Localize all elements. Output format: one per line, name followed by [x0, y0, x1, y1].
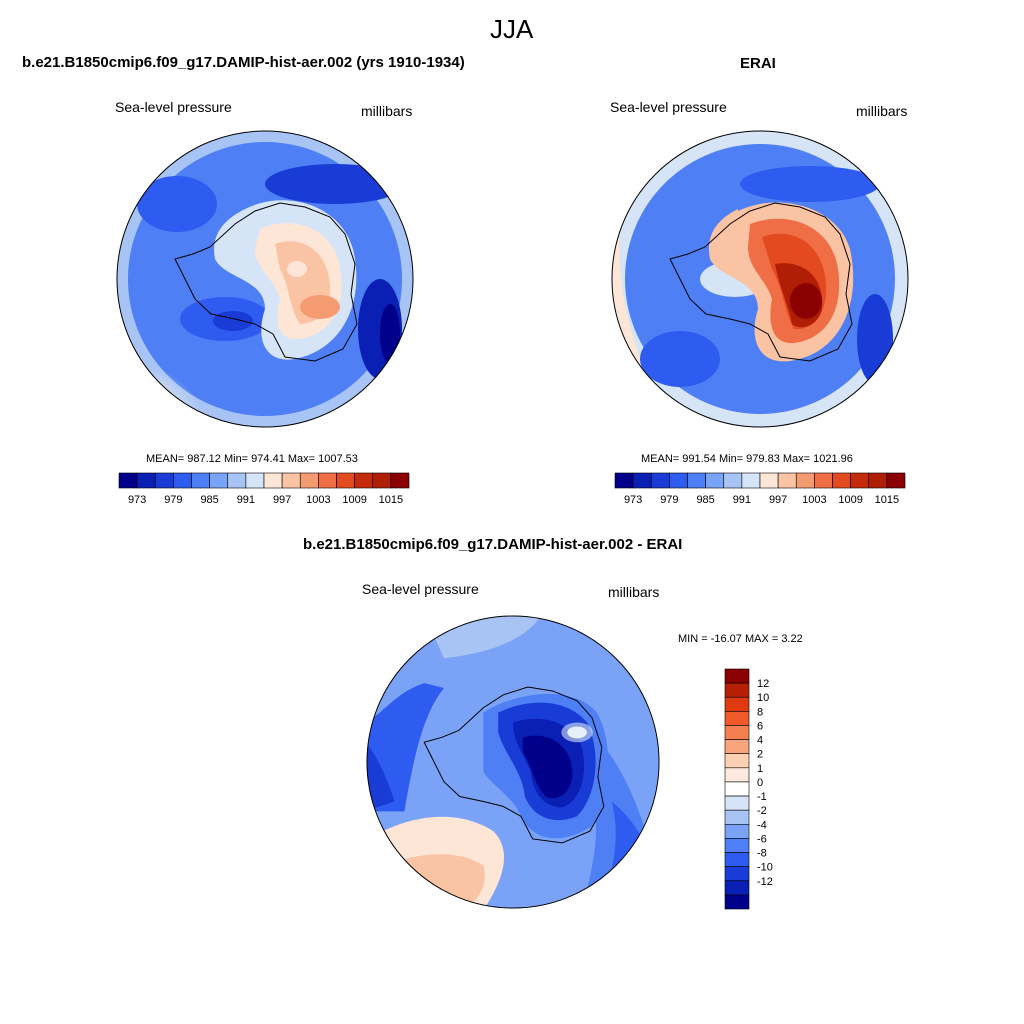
panel-2-colorbar-swatch [850, 472, 870, 489]
panel-3-colorbar-swatch [724, 668, 750, 684]
panel-2-units-label: millibars [856, 103, 908, 119]
panel-2-colorbar-swatch [614, 472, 634, 489]
panel-1-colorbar-swatch [191, 472, 210, 489]
panel-1-colorbar-swatch [354, 472, 374, 489]
panel-3-colorbar-swatch [724, 880, 750, 896]
panel-1-colorbar-tick-label: 985 [200, 494, 218, 506]
panel-2-colorbar-swatch [814, 472, 833, 489]
panel-3-map [366, 615, 660, 909]
panel-1-colorbar-tick-label: 997 [273, 494, 291, 506]
panel-1-colorbar-tick-label: 979 [164, 494, 182, 506]
panel-3-colorbar-swatch [724, 852, 750, 867]
panel-1-stats: MEAN= 987.12 Min= 974.41 Max= 1007.53 [146, 453, 358, 465]
panel-3-colorbar-swatch [724, 711, 750, 726]
panel-2-variable-label: Sea-level pressure [610, 99, 727, 115]
panel-2-colorbar-tick-label: 985 [696, 494, 714, 506]
panel-1-variable-label: Sea-level pressure [115, 99, 232, 115]
panel-1-units-label: millibars [361, 103, 413, 119]
panel-1-colorbar-swatch [154, 472, 174, 489]
panel-2-colorbar-tick-label: 997 [769, 494, 787, 506]
panel-1-colorbar-tick-label: 991 [237, 494, 255, 506]
panel-3-colorbar-tick-label: 0 [757, 777, 763, 789]
panel-1-colorbar-swatch [118, 472, 138, 489]
panel-3-colorbar-swatch [724, 894, 750, 910]
panel-3-colorbar-swatch [724, 838, 750, 853]
panel-3-colorbar-tick-label: -6 [757, 833, 767, 845]
panel-1-colorbar-swatch [136, 472, 156, 489]
panel-1-colorbar-swatch [318, 472, 337, 489]
panel-3-colorbar-tick-label: 4 [757, 735, 763, 747]
panel-1-colorbar-tick-label: 973 [128, 494, 146, 506]
panel-3-colorbar-tick-label: -12 [757, 876, 773, 888]
panel-1-title: b.e21.B1850cmip6.f09_g17.DAMIP-hist-aer.… [22, 54, 465, 71]
panel-3-colorbar-swatch [724, 795, 750, 811]
panel-2-colorbar-swatch [632, 472, 652, 489]
panel-3-colorbar-swatch [724, 781, 750, 797]
panel-3-colorbar-swatch [724, 809, 750, 825]
panel-1-colorbar-swatch [390, 472, 410, 489]
panel-1-colorbar-swatch [299, 472, 319, 489]
panel-3-colorbar-tick-label: -2 [757, 805, 767, 817]
panel-3-colorbar-swatch [724, 696, 750, 712]
panel-3-colorbar-tick-label: 12 [757, 678, 769, 690]
panel-3-colorbar-tick-label: 8 [757, 706, 763, 718]
panel-2-stats: MEAN= 991.54 Min= 979.83 Max= 1021.96 [641, 453, 853, 465]
panel-2-colorbar-swatch [886, 472, 906, 489]
panel-2-colorbar-swatch [759, 472, 779, 489]
panel-1-colorbar-swatch [372, 472, 392, 489]
panel-1-colorbar-swatch [173, 472, 192, 489]
panel-2-colorbar-swatch [795, 472, 815, 489]
panel-3-stats: MIN = -16.07 MAX = 3.22 [678, 633, 803, 645]
panel-1-map [116, 130, 414, 428]
panel-2-colorbar-swatch [741, 472, 761, 489]
panel-3-colorbar-tick-label: 2 [757, 749, 763, 761]
panel-1-colorbar-tick-label: 1015 [379, 494, 403, 506]
panel-2-colorbar: 973 979 985 991 997 1003 1009 1015 [614, 472, 906, 506]
panel-2-colorbar-tick-label: 1003 [802, 494, 826, 506]
panel-3-colorbar-tick-label: 10 [757, 692, 769, 704]
figure-title: JJA [490, 14, 534, 44]
panel-2-colorbar-tick-label: 991 [733, 494, 751, 506]
panel-3-title: b.e21.B1850cmip6.f09_g17.DAMIP-hist-aer.… [303, 536, 683, 553]
panel-3-colorbar-swatch [724, 725, 750, 740]
panel-3-colorbar-tick-label: 1 [757, 763, 763, 775]
panel-2-colorbar-swatch [650, 472, 670, 489]
panel-1-colorbar-swatch [227, 472, 247, 489]
panel-3-variable-label: Sea-level pressure [362, 581, 479, 597]
panel-2-colorbar-tick-label: 973 [624, 494, 642, 506]
panel-2-colorbar-swatch [687, 472, 706, 489]
panel-1-colorbar-swatch [209, 472, 229, 489]
panel-2-colorbar-swatch [669, 472, 688, 489]
panel-2-colorbar-swatch [723, 472, 743, 489]
panel-3-units-label: millibars [608, 584, 660, 600]
panel-3-colorbar-swatch [724, 767, 750, 783]
panel-3-colorbar-tick-label: -10 [757, 862, 773, 874]
panel-1-colorbar-swatch [336, 472, 355, 489]
panel-3-colorbar-swatch [724, 682, 750, 698]
panel-3-colorbar-tick-label: -4 [757, 819, 767, 831]
panel-2-colorbar-tick-label: 979 [660, 494, 678, 506]
panel-1-colorbar-swatch [263, 472, 283, 489]
panel-2-title: ERAI [740, 55, 776, 72]
panel-1-colorbar: 973 979 985 991 997 1003 1009 1015 [118, 472, 410, 506]
panel-1-colorbar-swatch [281, 472, 301, 489]
panel-1-colorbar-tick-label: 1003 [306, 494, 330, 506]
panel-2-colorbar-tick-label: 1015 [875, 494, 899, 506]
panel-3-colorbar-tick-label: 6 [757, 720, 763, 732]
panel-3-colorbar-tick-label: -1 [757, 791, 767, 803]
panel-3-colorbar-swatch [724, 753, 750, 769]
panel-2-map [611, 130, 909, 428]
panel-2-colorbar-swatch [705, 472, 725, 489]
panel-2-colorbar-tick-label: 1009 [838, 494, 862, 506]
panel-3-colorbar-tick-label: -8 [757, 848, 767, 860]
panel-1-colorbar-swatch [245, 472, 265, 489]
panel-2-colorbar-swatch [777, 472, 797, 489]
panel-2-colorbar-swatch [832, 472, 851, 489]
panel-1-colorbar-tick-label: 1009 [342, 494, 366, 506]
panel-3-colorbar-swatch [724, 739, 750, 755]
panel-3-colorbar-swatch [724, 823, 750, 839]
panel-2-colorbar-swatch [868, 472, 888, 489]
panel-3-colorbar-swatch [724, 866, 750, 882]
